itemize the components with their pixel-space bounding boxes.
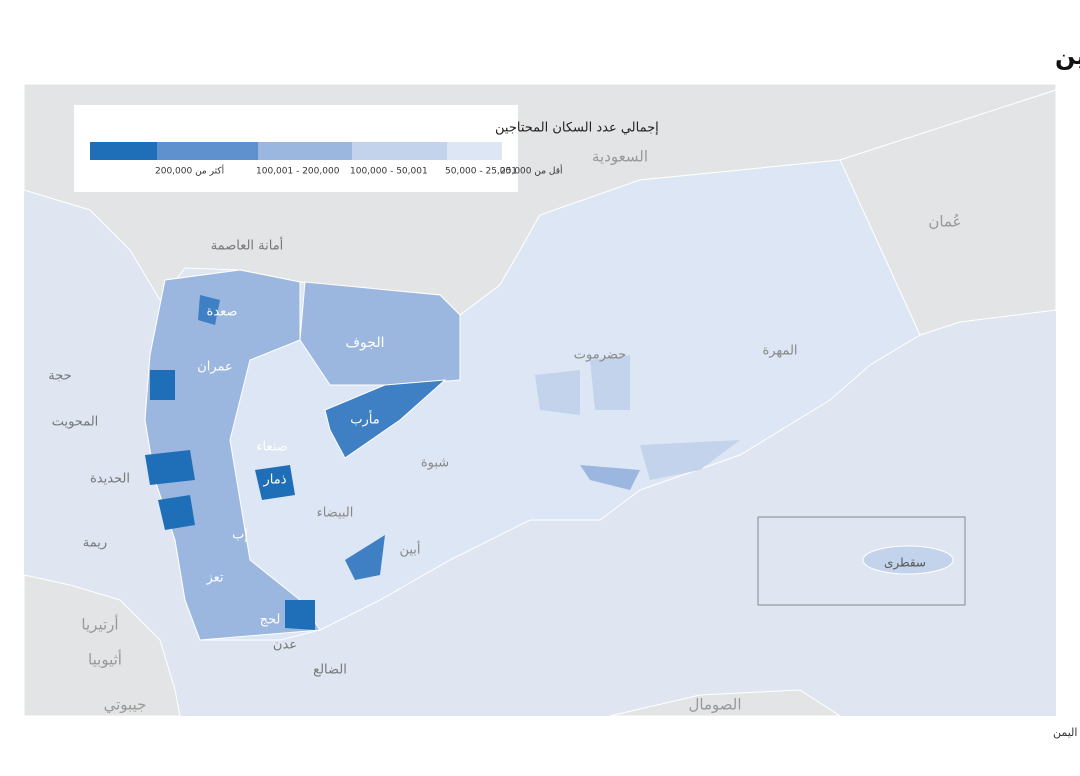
place-label: إب [232,528,248,543]
region [255,465,295,500]
place-label: أرتيريا [81,615,118,634]
legend-swatch [157,142,258,160]
place-label: حضرموت [574,348,626,363]
place-label: أبين [399,541,420,558]
region [535,370,580,415]
place-label: الصومال [689,696,742,714]
place-label: جيبوتي [104,696,147,715]
place-label: شبوة [421,456,449,471]
land [609,689,842,717]
place-label: لحج [260,613,281,628]
place-label: البيضاء [317,506,354,521]
region [640,440,740,480]
place-label: سقطرى [884,556,926,571]
place-label: حجة [48,369,71,384]
map [23,83,1057,717]
region [299,281,461,386]
legend-label: 50,001 - 100,000 [350,167,428,177]
place-label: المحويت [52,415,99,430]
place-label: السعودية [592,148,648,166]
place-label: عمران [197,360,233,375]
legend-title: إجمالي عدد السكان المحتاجين [495,121,659,136]
inset-frame [757,516,966,606]
place-label: ذمار [263,473,287,488]
place-label: مأرب [350,410,379,428]
legend-swatch [90,142,157,160]
region [580,465,640,490]
region [590,355,630,410]
region [345,535,385,580]
land [23,574,181,717]
region [145,450,195,485]
title: العدد التقديري للأشخاص المحتاجين [1055,41,1080,70]
place-label: أثيوبيا [88,650,122,669]
region [198,295,220,325]
island [862,545,954,575]
legend-swatch [352,142,447,160]
place-label: تعز [205,571,223,586]
legend-label: 25,001 - 50,000 [445,167,517,177]
place-label: صنعاء [256,440,287,455]
region [150,370,175,400]
legend-label: 200,000 - 100,001 [256,167,340,177]
place-label: عُمان [928,213,961,231]
legend-swatch [258,142,352,160]
place-label: أمانة العاصمة [211,237,284,254]
place-label: عدن [273,638,297,653]
place-label: صعدة [207,305,238,320]
legend-swatch [447,142,502,160]
source: المصدر: إطار التحليل المشترك بين القطاعا… [1053,726,1080,739]
region [324,379,447,459]
region [285,600,315,630]
legend-label: أقل من 25,000 [500,165,563,177]
region [158,495,195,530]
place-label: الجوف [346,335,385,351]
place-label: الضالع [313,663,347,678]
place-label: ريمة [83,536,107,551]
legend-label: أكثر من 200,000 [155,165,224,177]
place-label: الحديدة [90,472,130,487]
place-label: المهرة [762,344,797,359]
